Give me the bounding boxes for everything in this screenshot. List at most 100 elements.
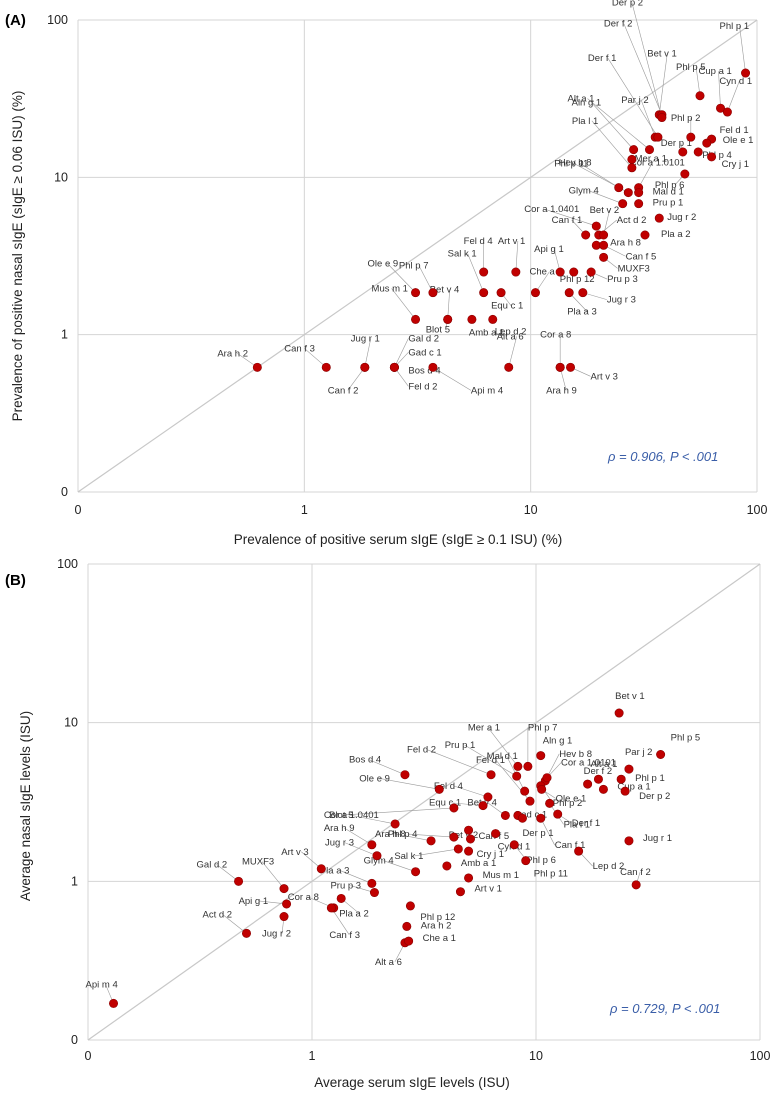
point-label: Phl p 7 bbox=[528, 722, 558, 733]
point-label: Fel d 2 bbox=[408, 381, 437, 392]
data-point bbox=[555, 362, 565, 372]
leader-line bbox=[544, 208, 597, 227]
data-point bbox=[372, 851, 382, 861]
data-point bbox=[627, 163, 637, 173]
data-point bbox=[411, 288, 421, 298]
point-label: Ara h 2 bbox=[217, 348, 248, 359]
point-label: Act d 2 bbox=[617, 215, 647, 226]
leader-line bbox=[418, 265, 434, 293]
point-label: Bet v 1 bbox=[615, 691, 645, 702]
x-tick-label: 10 bbox=[529, 1049, 543, 1063]
point-label: Hev b 8 bbox=[559, 158, 592, 169]
data-point bbox=[521, 856, 531, 866]
data-point bbox=[367, 840, 377, 850]
point-label: Cor a 1.0101 bbox=[561, 758, 616, 769]
data-point bbox=[512, 771, 522, 781]
data-point bbox=[640, 230, 650, 240]
x-tick-label: 0 bbox=[75, 503, 82, 517]
x-tick-label: 1 bbox=[309, 1049, 316, 1063]
data-points bbox=[109, 708, 666, 1008]
point-label: Gad c 1 bbox=[514, 809, 547, 820]
data-point bbox=[678, 147, 688, 157]
point-label: Lep d 2 bbox=[593, 861, 625, 872]
data-point bbox=[449, 832, 459, 842]
leader-line bbox=[432, 367, 472, 391]
data-point bbox=[569, 267, 579, 277]
data-point bbox=[618, 199, 628, 209]
data-point bbox=[252, 362, 262, 372]
identity-line bbox=[87, 563, 761, 1041]
leader-line bbox=[339, 870, 372, 884]
data-point bbox=[316, 864, 326, 874]
grid bbox=[77, 19, 758, 493]
data-point bbox=[722, 107, 732, 117]
point-label: Der f 2 bbox=[584, 766, 613, 777]
leader-line bbox=[631, 2, 663, 118]
y-tick-label: 10 bbox=[54, 170, 68, 184]
data-point bbox=[645, 145, 655, 155]
y-tick-label: 0 bbox=[71, 1033, 78, 1047]
leader-line bbox=[304, 348, 327, 368]
point-label: Bos d 4 bbox=[349, 755, 381, 766]
point-label: Phl p 2 bbox=[671, 113, 701, 124]
leader-line bbox=[343, 807, 454, 816]
leader-line bbox=[383, 860, 416, 872]
leader-line bbox=[453, 785, 489, 798]
data-point bbox=[627, 154, 637, 164]
leader-line bbox=[695, 66, 701, 96]
y-tick-label: 1 bbox=[61, 328, 68, 342]
point-label: Pla l 1 bbox=[564, 819, 590, 830]
data-point bbox=[517, 813, 527, 823]
y-tick-label: 10 bbox=[64, 716, 78, 730]
point-label: Mer a 1 bbox=[635, 154, 667, 165]
point-label: Equ c 1 bbox=[429, 798, 461, 809]
point-label: Pla a 2 bbox=[661, 229, 691, 240]
data-point bbox=[680, 169, 690, 179]
data-point bbox=[629, 145, 639, 155]
point-label: Phl p 1 bbox=[720, 21, 750, 32]
data-point bbox=[657, 113, 667, 123]
leader-line bbox=[727, 80, 740, 113]
leader-line bbox=[591, 120, 633, 168]
data-point bbox=[449, 803, 459, 813]
data-point bbox=[537, 784, 547, 794]
x-tick-label: 100 bbox=[747, 503, 768, 517]
data-point bbox=[496, 288, 506, 298]
point-label: Art v 3 bbox=[281, 847, 308, 858]
leader-line bbox=[515, 241, 519, 273]
leader-line bbox=[487, 727, 519, 767]
point-label: Blot 5 bbox=[426, 324, 450, 335]
point-label: Ara h 9 bbox=[324, 823, 355, 834]
point-labels: Api m 4 Act d 2 Gal d 2 MUXF3 Api g 1 Jug r 2… bbox=[86, 691, 701, 990]
point-label: Pla a 3 bbox=[320, 865, 350, 876]
data-point bbox=[653, 132, 663, 142]
point-label: Pla a 2 bbox=[339, 908, 369, 919]
point-label: Api m 4 bbox=[471, 385, 503, 396]
point-label: Ole e 9 bbox=[359, 773, 390, 784]
data-point bbox=[411, 867, 421, 877]
leader-line bbox=[467, 253, 484, 293]
point-label: Sal k 1 bbox=[394, 851, 423, 862]
data-point bbox=[511, 267, 521, 277]
point-label: Can f 3 bbox=[329, 930, 360, 941]
panel-label: (A) bbox=[5, 12, 26, 29]
point-label: Cry j 1 bbox=[477, 849, 504, 860]
x-tick-label: 10 bbox=[524, 503, 538, 517]
point-label: Ara h 8 bbox=[375, 829, 406, 840]
point-label: Cor a 8 bbox=[288, 892, 319, 903]
point-label: Ara h 2 bbox=[421, 920, 452, 931]
point-label: Alt a 6 bbox=[497, 331, 524, 342]
point-label: Jug r 3 bbox=[325, 838, 354, 849]
point-label: Phl p 4 bbox=[702, 150, 732, 161]
point-label: Alt a 1 bbox=[590, 759, 617, 770]
data-point bbox=[707, 152, 717, 162]
point-label: Par j 2 bbox=[621, 95, 648, 106]
data-point bbox=[614, 183, 624, 193]
data-point bbox=[623, 188, 633, 198]
point-labels: Ara h 2 Can f 3 Jug r 1 Can f 2 Gal d 2 Gad c… bbox=[217, 0, 753, 396]
data-point bbox=[443, 314, 453, 324]
data-point bbox=[389, 362, 399, 372]
data-point bbox=[553, 809, 563, 819]
data-point bbox=[564, 288, 574, 298]
